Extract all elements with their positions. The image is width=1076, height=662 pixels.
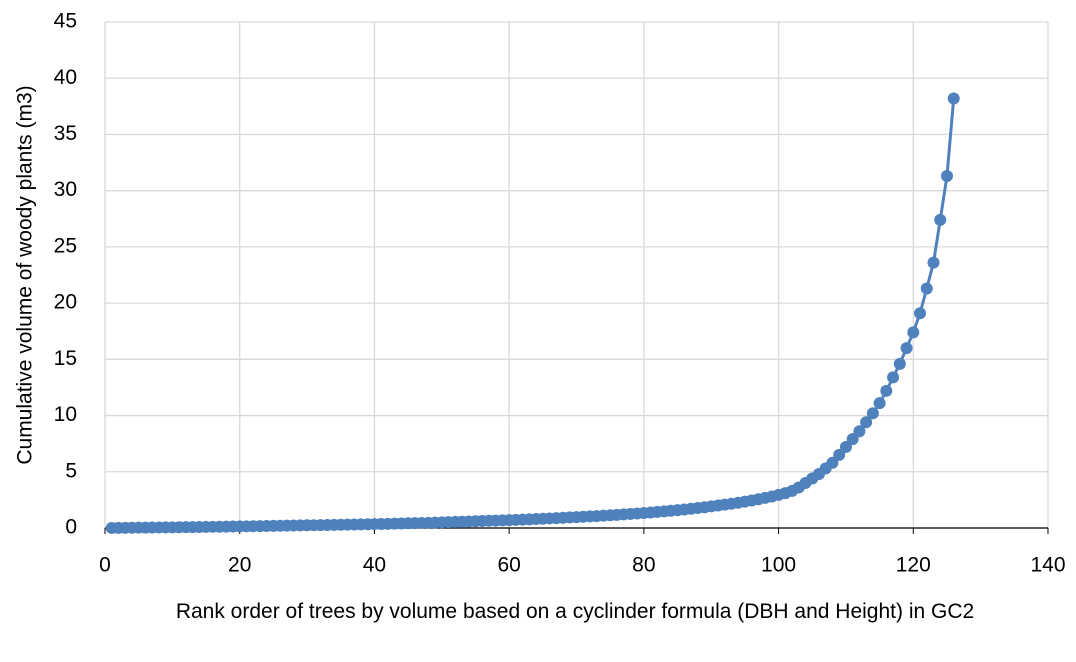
x-tick-label: 120 [896, 554, 931, 577]
x-tick-label: 140 [1030, 554, 1065, 577]
x-tick-label: 60 [497, 554, 520, 577]
y-tick-label: 45 [54, 10, 77, 33]
point [920, 282, 933, 295]
y-tick-label: 5 [65, 459, 77, 482]
x-tick-label: 80 [632, 554, 655, 577]
x-tick-label: 40 [363, 554, 386, 577]
y-tick-label: 15 [54, 347, 77, 370]
point [880, 384, 893, 397]
point [927, 256, 940, 269]
y-tick-label: 0 [65, 516, 77, 539]
y-tick-label: 20 [54, 291, 77, 314]
point [900, 342, 913, 355]
y-tick-label: 30 [54, 178, 77, 201]
point [907, 326, 920, 339]
point [934, 213, 947, 226]
point [860, 416, 873, 429]
point [839, 441, 852, 454]
y-axis-label: Cumulative volume of woody plants (m3) [14, 85, 37, 464]
point [826, 456, 839, 469]
point [914, 307, 927, 320]
x-axis-label: Rank order of trees by volume based on a… [175, 600, 975, 623]
point [853, 425, 866, 438]
y-tick-label: 35 [54, 122, 77, 145]
point [833, 448, 846, 461]
y-tick-label: 10 [54, 403, 77, 426]
x-tick-label: 20 [228, 554, 251, 577]
y-tick-label: 25 [54, 234, 77, 257]
x-tick-label: 0 [99, 554, 111, 577]
point [873, 397, 886, 410]
y-tick-label: 40 [54, 66, 77, 89]
point [846, 433, 859, 446]
point [866, 407, 879, 420]
point [947, 92, 960, 105]
point [940, 170, 953, 183]
point [893, 357, 906, 370]
x-tick-label: 100 [761, 554, 796, 577]
point [887, 371, 900, 384]
